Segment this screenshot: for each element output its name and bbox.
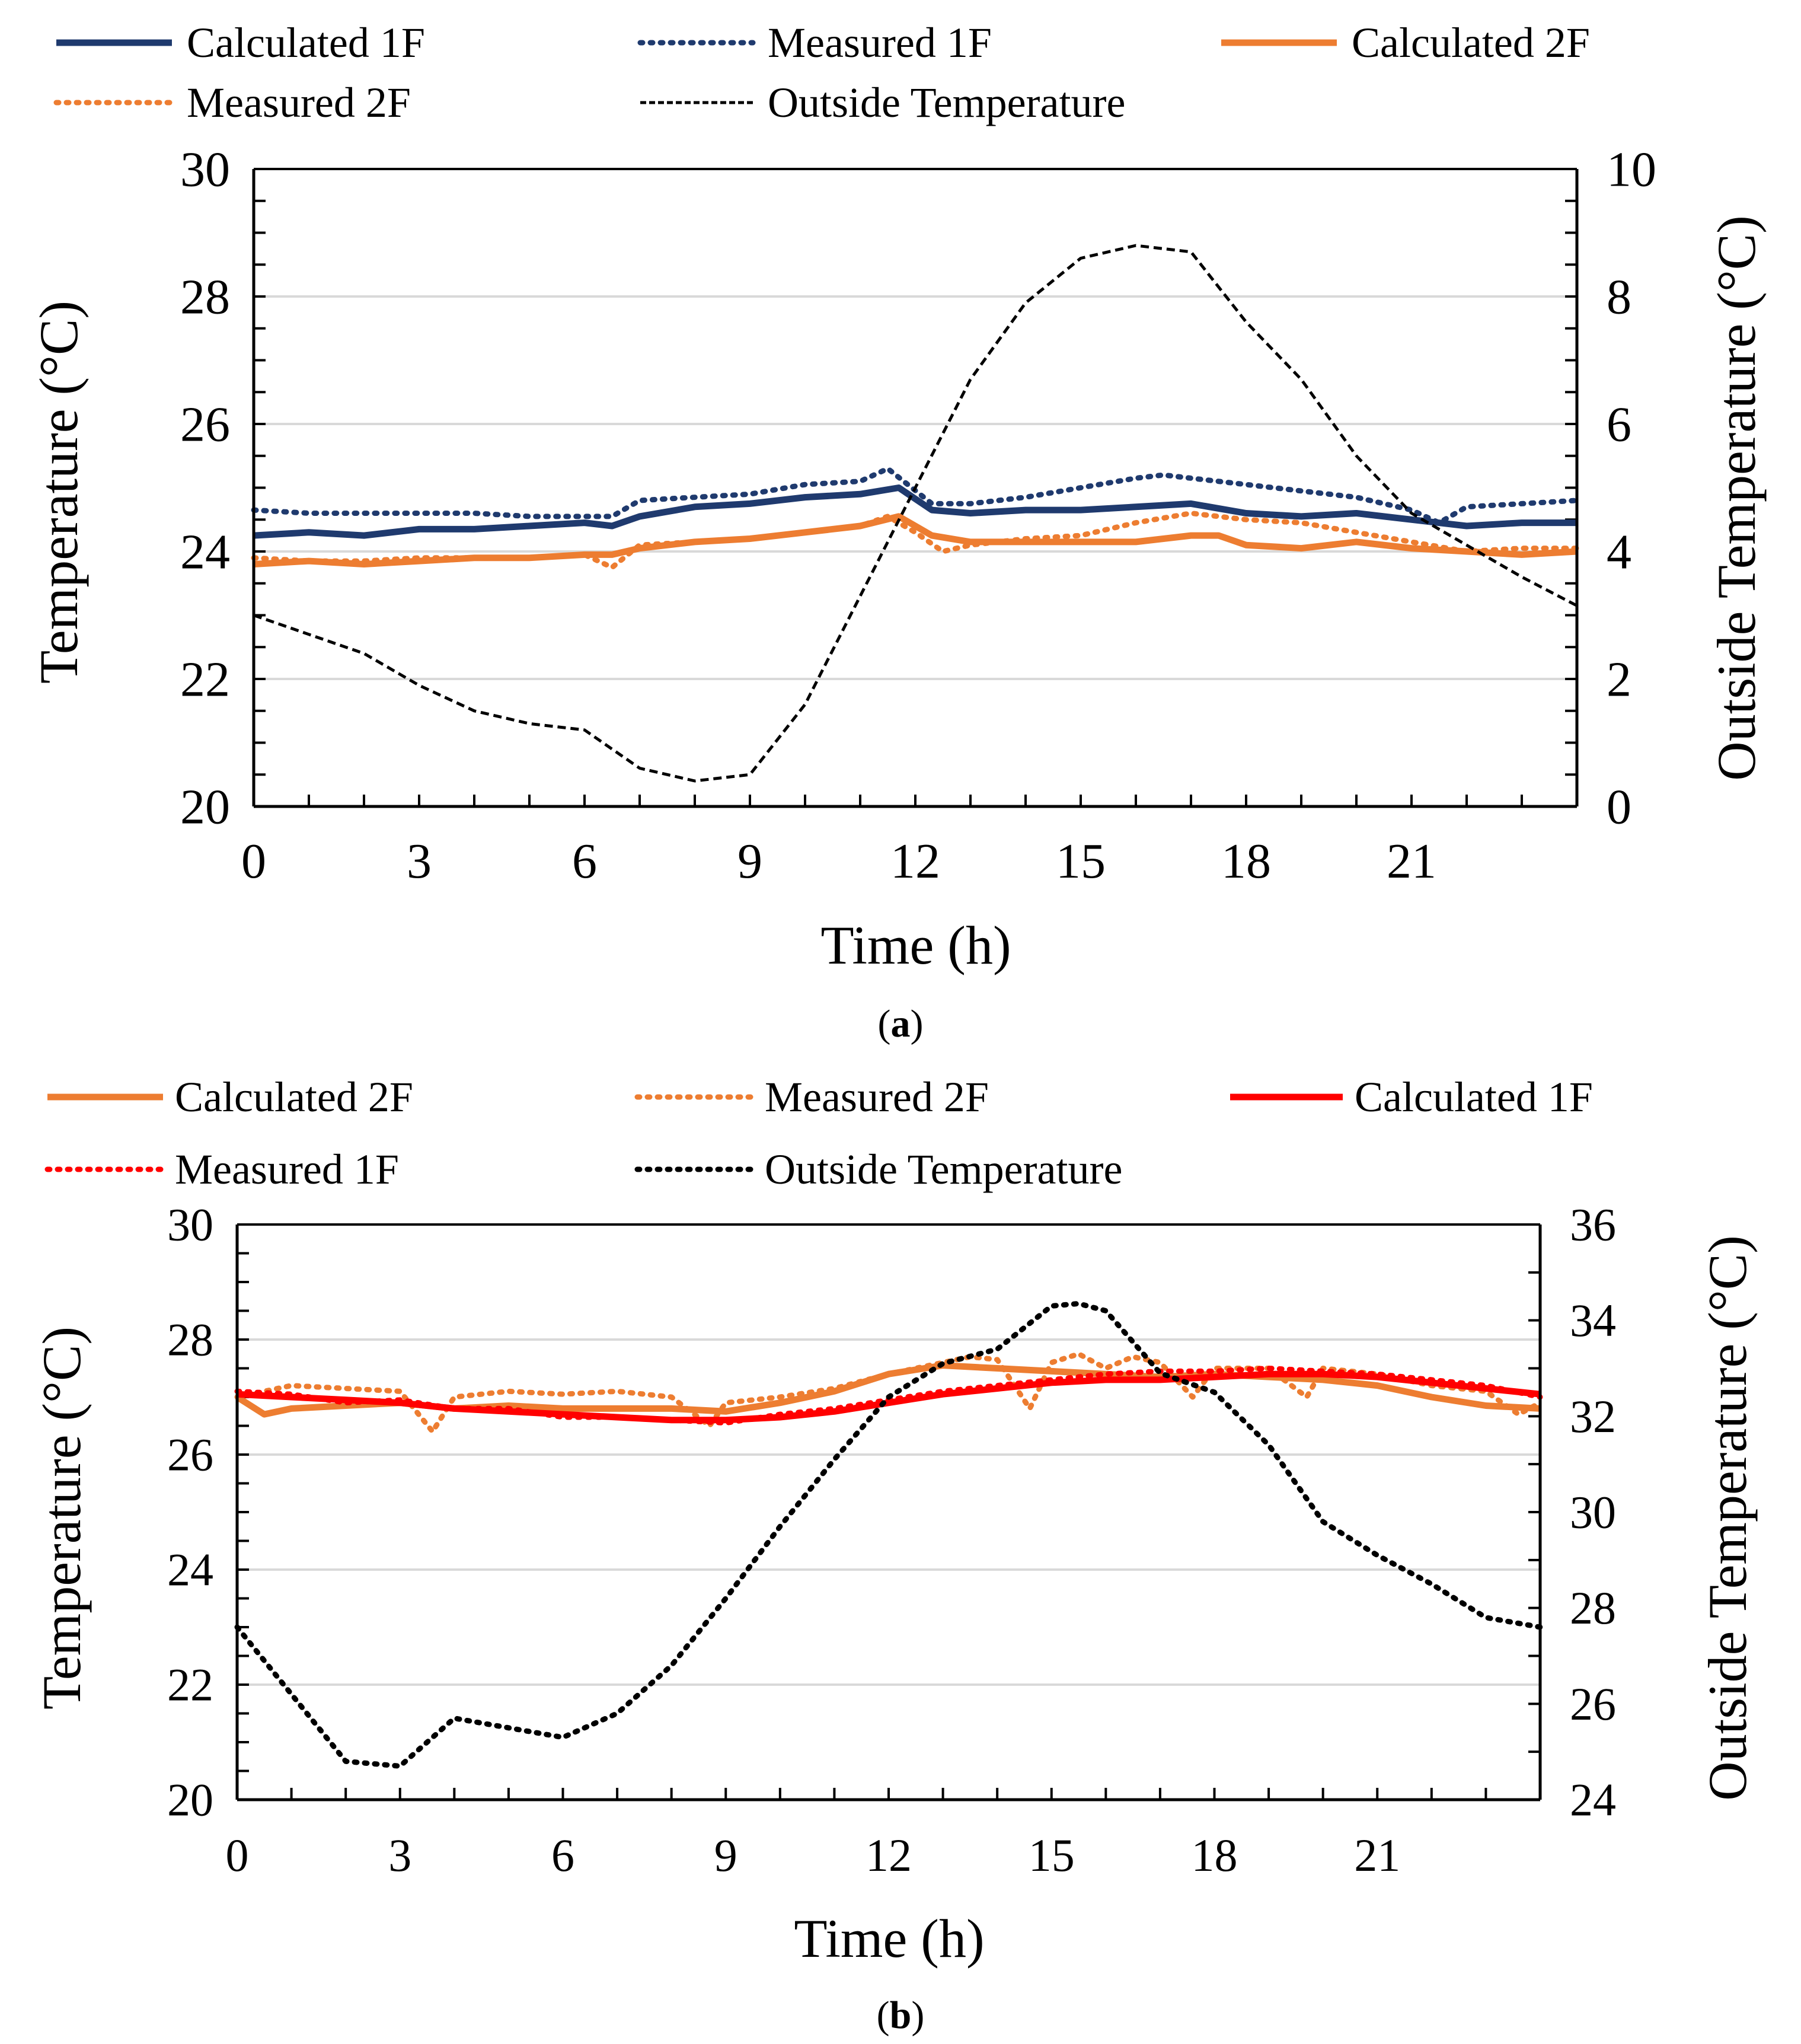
legend-b-label-0: Calculated 2F xyxy=(175,1073,413,1121)
legend-a-item-1: Measured 1F xyxy=(637,19,992,66)
legend-b-item-0: Calculated 2F xyxy=(47,1073,413,1121)
legend-b-item-1: Measured 2F xyxy=(634,1073,989,1121)
y2-tick-label-b-0: 24 xyxy=(1570,1774,1616,1826)
caption-a-letter: a xyxy=(891,1002,911,1045)
legend-b: Calculated 2F Measured 2F Calculated 1F … xyxy=(44,1073,1593,1193)
y2-tick-label-a-1: 2 xyxy=(1607,652,1631,707)
y2-tick-label-a-0: 0 xyxy=(1607,780,1631,835)
y2-tick-label-a-3: 6 xyxy=(1607,397,1631,452)
y2-tick-label-a-4: 8 xyxy=(1607,270,1631,325)
y2-tick-label-b-3: 30 xyxy=(1570,1487,1616,1538)
x-axis-title-b: Time (h) xyxy=(794,1908,984,1969)
y2-tick-label-a-5: 10 xyxy=(1607,142,1656,197)
y-tick-label-a-0: 20 xyxy=(180,780,230,835)
series-line-a-3 xyxy=(251,511,1580,570)
series-line-a-4 xyxy=(253,244,1578,783)
y2-axis-title-b: Outside Temperature (°C) xyxy=(1697,1235,1758,1800)
caption-b-letter: b xyxy=(890,1994,912,2037)
y2-tick-label-b-4: 32 xyxy=(1570,1391,1616,1442)
x-tick-label-a-4: 12 xyxy=(890,834,940,889)
legend-b-label-3: Measured 1F xyxy=(175,1146,399,1193)
legend-b-label-1: Measured 2F xyxy=(765,1073,989,1121)
legend-a-item-4: Outside Temperature xyxy=(640,79,1125,126)
y2-axis-title-a: Outside Temperature (°C) xyxy=(1706,215,1767,780)
legend-a-item-3: Measured 2F xyxy=(53,79,411,126)
x-tick-label-a-0: 0 xyxy=(241,834,266,889)
y-tick-label-a-1: 22 xyxy=(180,652,230,707)
series-line-b-2 xyxy=(237,1370,1541,1424)
y-tick-label-b-1: 22 xyxy=(167,1659,213,1711)
x-tick-label-b-5: 15 xyxy=(1029,1829,1075,1881)
y2-tick-label-b-2: 28 xyxy=(1570,1582,1616,1634)
x-axis-title-a: Time (h) xyxy=(820,915,1011,975)
series-line-a-2 xyxy=(253,513,1578,567)
y-tick-label-b-3: 26 xyxy=(167,1429,213,1481)
chart-a: Calculated 1F Measured 1F Calculated 2F … xyxy=(28,19,1767,1045)
series-line-b-3 xyxy=(234,1366,1543,1426)
y-tick-label-a-3: 26 xyxy=(180,397,230,452)
legend-b-item-2: Calculated 1F xyxy=(1230,1073,1593,1121)
legend-a-label-4: Outside Temperature xyxy=(768,79,1125,126)
y2-tick-label-a-2: 4 xyxy=(1607,525,1631,580)
y2-tick-label-b-1: 26 xyxy=(1570,1678,1616,1730)
x-tick-label-b-3: 9 xyxy=(714,1829,737,1881)
series-line-b-4 xyxy=(234,1300,1543,1769)
legend-a-label-3: Measured 2F xyxy=(187,79,411,126)
x-tick-label-b-4: 12 xyxy=(866,1829,912,1881)
legend-a-label-2: Calculated 2F xyxy=(1352,19,1590,66)
y-axis-title-b: Temperature (°C) xyxy=(31,1326,92,1710)
legend-a: Calculated 1F Measured 1F Calculated 2F … xyxy=(53,19,1590,126)
y2-tick-label-b-5: 34 xyxy=(1570,1294,1616,1346)
x-tick-label-a-7: 21 xyxy=(1387,834,1436,889)
x-tick-label-a-1: 3 xyxy=(407,834,432,889)
legend-b-item-3: Measured 1F xyxy=(44,1146,399,1193)
x-tick-label-b-7: 21 xyxy=(1354,1829,1400,1881)
x-tick-label-a-2: 6 xyxy=(572,834,597,889)
y-tick-label-a-5: 30 xyxy=(180,142,230,197)
y-axis-title-a: Temperature (°C) xyxy=(28,301,89,684)
caption-b: (b) xyxy=(877,1994,925,2037)
legend-b-label-2: Calculated 1F xyxy=(1355,1073,1593,1121)
legend-a-item-0: Calculated 1F xyxy=(56,19,425,66)
y-tick-label-a-4: 28 xyxy=(180,270,230,325)
x-tick-label-a-5: 15 xyxy=(1056,834,1106,889)
x-tick-label-b-2: 6 xyxy=(551,1829,574,1881)
y2-tick-label-b-6: 36 xyxy=(1570,1199,1616,1251)
x-tick-label-b-6: 18 xyxy=(1192,1829,1238,1881)
caption-a: (a) xyxy=(878,1002,924,1045)
legend-b-item-4: Outside Temperature xyxy=(634,1146,1122,1193)
x-tick-label-b-1: 3 xyxy=(388,1829,411,1881)
y-tick-label-b-4: 28 xyxy=(167,1314,213,1366)
series-line-a-1 xyxy=(251,465,1580,526)
y-tick-label-b-0: 20 xyxy=(167,1774,213,1826)
legend-b-label-4: Outside Temperature xyxy=(765,1146,1122,1193)
y-tick-label-a-2: 24 xyxy=(180,525,230,580)
legend-a-label-0: Calculated 1F xyxy=(187,19,425,66)
series-line-a-0 xyxy=(253,484,1577,539)
y-tick-label-b-2: 24 xyxy=(167,1544,213,1596)
x-tick-label-b-0: 0 xyxy=(226,1829,249,1881)
legend-a-label-1: Measured 1F xyxy=(768,19,992,66)
legend-a-item-2: Calculated 2F xyxy=(1221,19,1590,66)
y-tick-label-b-5: 30 xyxy=(167,1199,213,1251)
chart-b: Calculated 2F Measured 2F Calculated 1F … xyxy=(31,1073,1758,2037)
x-tick-label-a-6: 18 xyxy=(1221,834,1271,889)
x-tick-label-a-3: 9 xyxy=(737,834,762,889)
